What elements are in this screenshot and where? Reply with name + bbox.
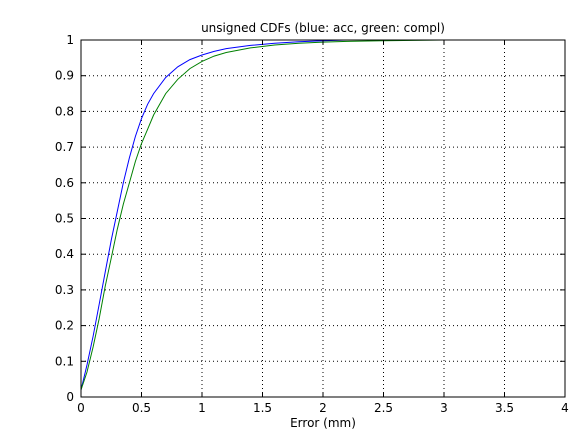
- y-tick-label: 0.1: [55, 354, 74, 368]
- data-series: [80, 39, 469, 391]
- x-tick-label: 2: [319, 401, 327, 415]
- y-tick-label: 1: [66, 33, 74, 47]
- axis-ticks: 0 0.5 1 1.5 2 2.5 3 3.5 4 0 0.1 0.2 0.3 0.4 0.5 0.6 0.7 0…: [55, 33, 569, 415]
- y-tick-label: 0.7: [55, 140, 74, 154]
- x-tick-label: 3: [440, 401, 448, 415]
- y-tick-label: 0.6: [55, 176, 74, 190]
- y-tick-label: 0.8: [55, 104, 74, 118]
- x-tick-label: 1.5: [253, 401, 272, 415]
- x-tick-label: 0.5: [132, 401, 151, 415]
- y-tick-label: 0.5: [55, 212, 74, 226]
- y-tick-label: 0: [66, 390, 74, 404]
- x-tick-label: 2.5: [374, 401, 393, 415]
- chart-title: unsigned CDFs (blue: acc, green: compl): [201, 21, 445, 35]
- y-tick-label: 0.9: [55, 69, 74, 83]
- x-tick-label: 3.5: [495, 401, 514, 415]
- grid-lines: [81, 40, 565, 397]
- x-tick-label: 4: [561, 401, 569, 415]
- series-line-blue: [80, 39, 348, 391]
- x-tick-label: 0: [77, 401, 85, 415]
- y-tick-label: 0.4: [55, 247, 74, 261]
- x-tick-label: 1: [198, 401, 206, 415]
- x-axis-label: Error (mm): [290, 416, 356, 430]
- y-tick-label: 0.3: [55, 283, 74, 297]
- series-line-green: [80, 39, 469, 391]
- y-tick-label: 0.2: [55, 319, 74, 333]
